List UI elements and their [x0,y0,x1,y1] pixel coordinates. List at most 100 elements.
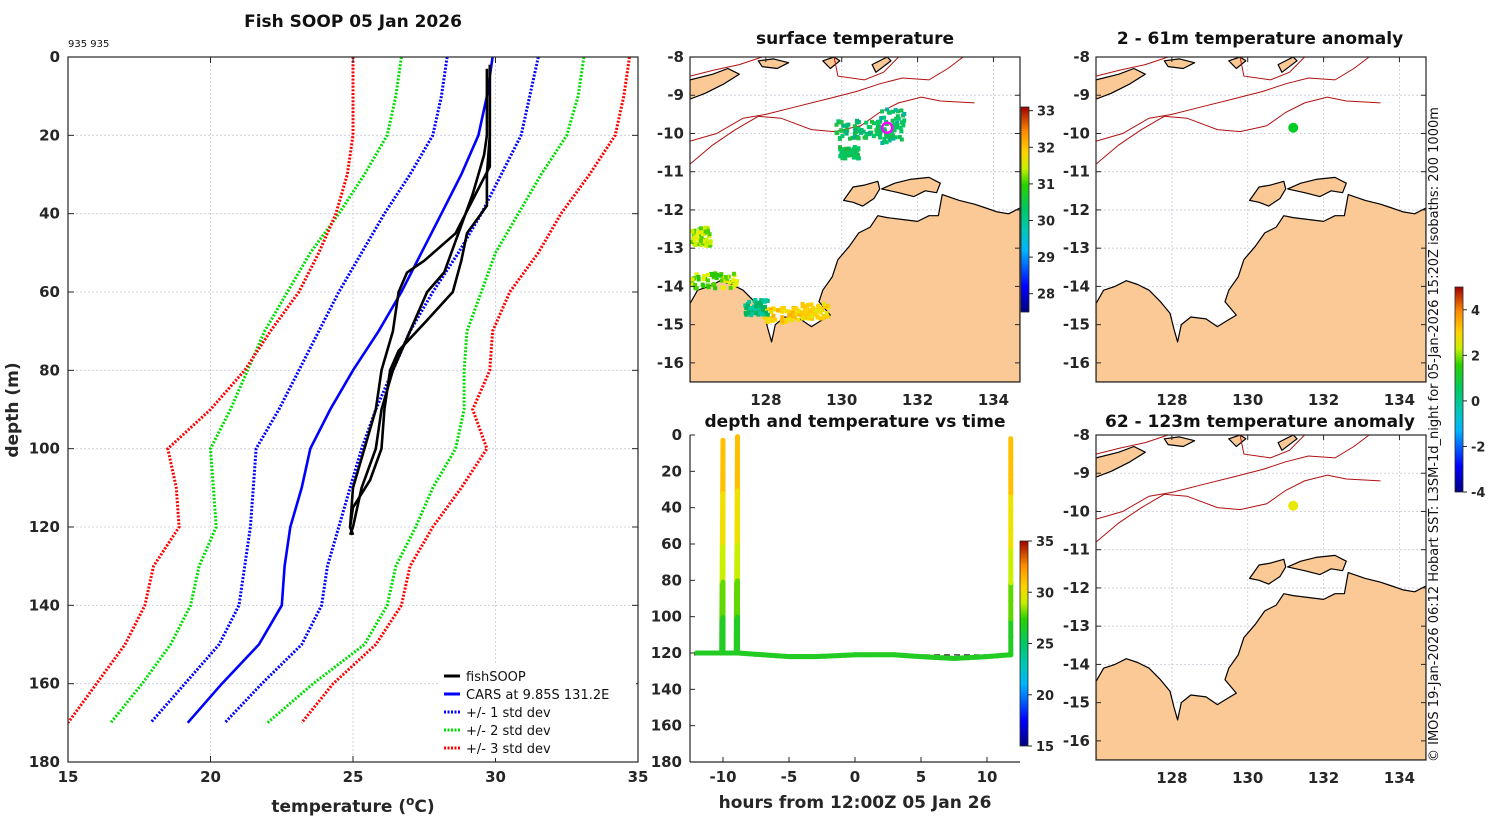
legend-label: CARS at 9.85S 131.2E [466,688,609,703]
sst-pixel [718,273,723,278]
y-tick-label: 180 [29,753,60,771]
map-y-tick-label: -14 [1063,277,1090,295]
sst-pixel [850,135,855,140]
sst-pixel [895,123,900,127]
sst-pixel [895,120,900,125]
sst-pixel [800,304,805,309]
y-tick-label: 180 [651,753,682,771]
map-y-tick-label: -10 [1063,124,1090,142]
sst-pixel [704,237,709,242]
sst-pixel [816,315,821,320]
sst-pixel [897,135,902,139]
sst-pixel [891,136,896,141]
land-shape [1096,194,1426,382]
sst-pixel [806,311,810,316]
map-y-tick-label: -9 [1073,464,1090,482]
sst-colorbar-ticks: 28 29 30 31 32 33 [1029,105,1055,303]
profile-y-ticks: 0 20 40 60 80 100 120 140 160 180 [29,48,638,771]
sst-pixel [852,145,857,149]
map-y-tick-label: -11 [657,163,684,181]
y-tick-label: 120 [651,644,682,662]
sst-pixel [821,315,826,319]
sst-pixel [728,285,733,290]
sst-pixel [753,298,758,302]
series-line--1-std-dev [223,57,540,724]
sst-pixel [841,148,846,153]
map-y-tick-label: -16 [657,354,684,372]
land-shape [690,67,740,100]
sst-pixel [696,242,701,247]
sst-pixel [721,286,726,291]
map-x-tick-label: 128 [1156,391,1187,409]
sst-pixel [720,275,725,280]
anomaly-deep-frame [1095,434,1427,761]
sst-pixel [856,146,861,151]
sst-pixel [790,310,795,315]
depth-time-xlabel: hours from 12:00Z 05 Jan 26 [719,793,992,813]
colorbar-tick-label: 29 [1037,251,1055,266]
anomaly-colorbar [1454,286,1464,493]
fishsoop-profile-line [348,68,492,536]
land-shape [690,194,1020,382]
land-shape [1228,435,1247,448]
depth-time-colorbar-ticks: 15 20 25 30 35 [1028,535,1054,755]
sst-pixel [885,107,890,112]
sst-pixel [898,125,903,130]
sst-pixel [790,318,795,323]
series-line--3-std-dev [300,57,631,724]
source-note: © IMOS 19-Jan-2026 06:12 Hobart SST: L3S… [1427,107,1442,762]
sst-pixel [813,308,818,313]
sst-pixel [723,275,728,280]
sst-pixel [806,308,811,313]
sst-pixel [871,134,876,139]
sst-pixel [690,280,695,284]
sst-pixel [855,152,860,157]
land-shape [880,176,941,198]
isobath-contours [1096,435,1381,543]
sst-pixel [861,129,866,134]
sst-pixel [714,276,719,281]
sst-pixel [848,136,852,141]
fishsoop-profile-line [348,64,492,536]
sst-pixel [786,317,791,322]
land-polygons [1096,57,1426,382]
sst-pixel [707,243,712,248]
sst-pixel [747,306,752,311]
land-shape [1096,67,1146,100]
isobath-line [690,96,975,165]
sst-pixel [895,125,900,130]
y-tick-label: 120 [29,518,60,536]
map-y-tick-label: -13 [1063,617,1090,635]
colorbar-tick-label: 15 [1036,740,1054,755]
map-x-tick-label: 128 [750,391,781,409]
colorbar-tick-label: 30 [1036,586,1054,601]
x-tick-label: -10 [709,768,736,786]
sst-pixel [780,309,785,314]
cast-location-marker [880,121,894,134]
sst-pixel [824,311,829,316]
sst-pixel [870,119,874,124]
colorbar-tick-label: 30 [1037,214,1055,229]
sst-pixel [846,151,851,156]
sst-pixel [719,278,724,283]
series-line--3-std-dev [68,57,355,724]
sst-pixel [896,116,901,121]
sst-pixel [816,303,821,308]
map-y-tick-label: -15 [1063,316,1090,334]
sst-pixel [891,133,895,138]
sst-pixel [704,242,709,247]
sst-pixel [757,311,762,316]
sst-pixel [699,243,704,248]
sst-pixel [692,238,697,243]
sst-pixel [780,315,785,320]
sst-pixel [899,129,904,134]
sst-pixel [756,305,761,310]
sst-pixel [838,145,842,150]
sst-pixel [825,303,830,308]
series-line--2-std-dev [109,57,403,724]
sst-pixel [855,118,859,123]
colorbar-tick-label: 0 [1471,395,1480,410]
land-shape [1163,436,1196,448]
y-tick-label: 160 [651,717,682,735]
